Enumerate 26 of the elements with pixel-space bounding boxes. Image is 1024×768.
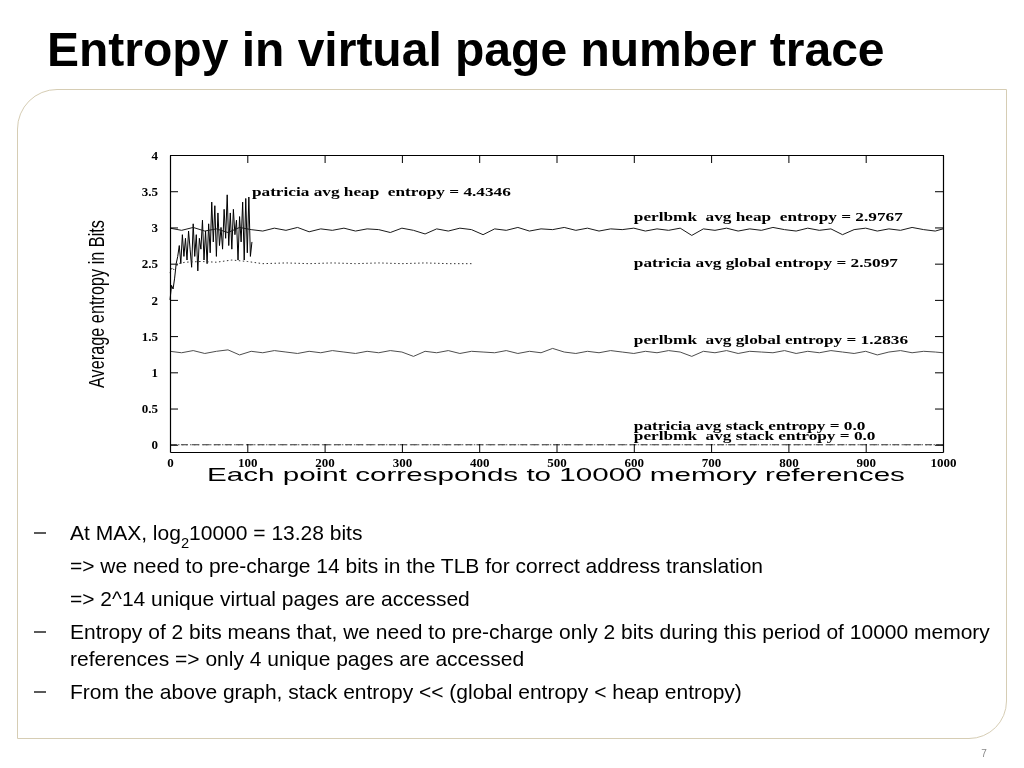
x-tick-label: 700: [701, 455, 722, 471]
annotation: patricia avg heap entropy = 4.4346: [251, 184, 512, 199]
y-axis-title: Average entropy in Bits: [83, 220, 109, 388]
y-tick-label: 0: [151, 437, 158, 453]
y-tick-label: 2: [151, 292, 158, 308]
y-tick-label: 4: [151, 147, 159, 163]
x-tick-label: 300: [392, 455, 413, 471]
text: At MAX, log$_{2}$10000 = 13.28 bits => we need to pre-charge 14 bits in the TLB for correct address translation => 2^14 unique virtual pages are accessed: [70, 521, 763, 610]
line-series: [169, 347, 944, 357]
annotation: perlbmk avg heap entropy = 2.9767: [633, 210, 904, 224]
annotation: perlbmk avg global entropy = 1.2836: [633, 333, 909, 347]
text: Entropy of 2 bits means that, we need to pre-charge only 2 bits during this period of 10000 memory references => only 4 unique pages are accessed: [70, 620, 991, 670]
chart-title: Entropy in virtual page number trace: [47, 23, 885, 76]
y-tick-label: 0.5: [141, 401, 159, 417]
text: 7: [981, 748, 988, 759]
y-tick-label: 3.5: [141, 183, 159, 199]
annotation: patricia avg global entropy = 2.5097: [633, 256, 899, 270]
x-tick-label: 900: [856, 455, 876, 471]
y-tick-label: 3: [151, 220, 159, 236]
x-tick-label: 400: [469, 455, 490, 471]
x-tick-label: 1000: [930, 455, 957, 471]
x-tick-label: 0: [167, 455, 174, 471]
y-tick-label: 1: [151, 364, 158, 380]
y-tick-label: 1.5: [141, 328, 159, 344]
text: From the above graph, stack entropy << (global entropy < heap entropy): [70, 680, 742, 703]
y-tick-label: 2.5: [141, 256, 159, 272]
